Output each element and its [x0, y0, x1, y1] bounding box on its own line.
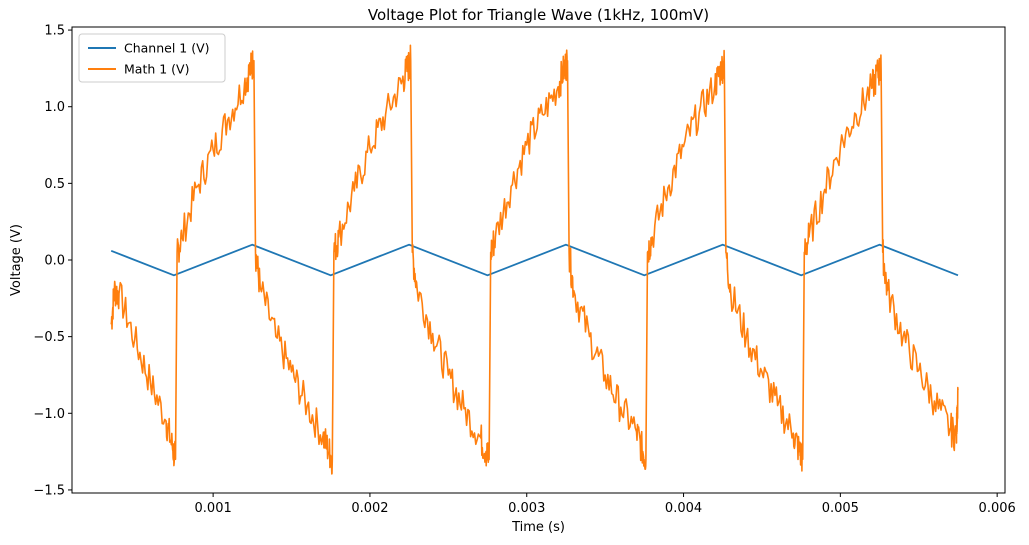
y-tick-label: −1.0	[33, 407, 65, 422]
y-tick-label: 1.0	[44, 100, 65, 115]
y-axis-label: Voltage (V)	[9, 224, 24, 296]
series-line-channel-1	[110, 243, 959, 277]
y-tick-label: −1.5	[33, 483, 65, 498]
y-tick-label: 0.5	[44, 177, 65, 192]
x-tick-label: 0.005	[822, 501, 859, 516]
x-tick-label: 0.001	[195, 501, 232, 516]
legend-label: Channel 1 (V)	[124, 41, 210, 56]
y-tick-label: 0.0	[44, 254, 65, 269]
x-axis-ticks: 0.001 0.002 0.003 0.004 0.005 0.006	[195, 493, 1016, 516]
x-tick-label: 0.006	[979, 501, 1016, 516]
x-tick-label: 0.004	[665, 501, 702, 516]
x-axis-label: Time (s)	[511, 520, 565, 535]
x-tick-label: 0.003	[508, 501, 545, 516]
y-tick-label: −0.5	[33, 330, 65, 345]
series-line-math-1	[110, 44, 959, 475]
y-axis-ticks: −1.5 −1.0 −0.5 0.0 0.5 1.0 1.5	[33, 24, 72, 498]
y-tick-label: 1.5	[44, 24, 65, 39]
x-tick-label: 0.002	[351, 501, 388, 516]
legend: Channel 1 (V) Math 1 (V)	[78, 33, 226, 83]
chart-title: Voltage Plot for Triangle Wave (1kHz, 10…	[368, 6, 709, 24]
plot-area: 0.001 0.002 0.003 0.004 0.005 0.006 −1.5−1.0−…	[33, 24, 1015, 516]
legend-label: Math 1 (V)	[124, 62, 189, 77]
series-layer	[110, 44, 959, 475]
